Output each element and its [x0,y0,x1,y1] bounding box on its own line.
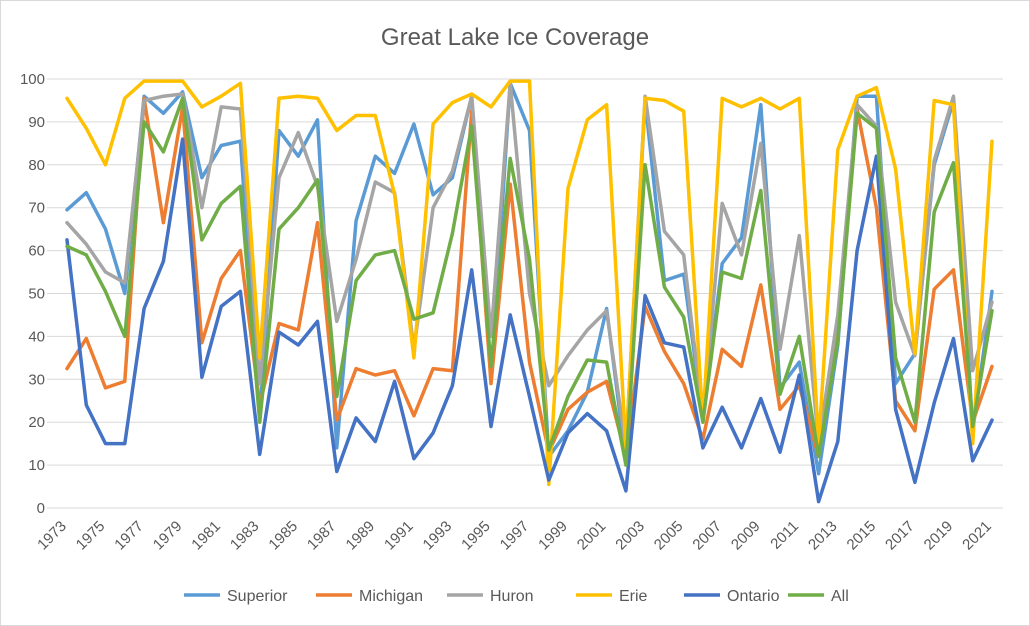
y-tick-label: 80 [28,157,45,174]
x-tick-label: 1973 [34,518,70,554]
y-tick-label: 0 [37,500,45,517]
x-tick-label: 1975 [73,518,109,554]
x-tick-label: 1985 [265,518,301,554]
series-line-huron [65,81,994,450]
x-tick-label: 2021 [959,518,995,554]
y-tick-label: 100 [20,71,45,88]
x-tick-label: 2003 [612,518,648,554]
legend: Superior Michigan Huron Erie Ontario All [184,588,849,605]
x-tick-label: 1983 [227,518,263,554]
series-line-ontario [65,137,994,504]
x-tick-label: 2013 [805,518,841,554]
x-tick-label: 1977 [111,518,147,554]
x-tick-label: 2011 [767,518,802,553]
legend-label-ontario: Ontario [727,588,780,605]
legend-label-superior: Superior [227,588,288,605]
y-tick-label: 60 [28,243,45,260]
x-tick-label: 1995 [458,518,494,554]
y-tick-label: 20 [28,414,45,431]
x-tick-label: 1991 [381,518,417,554]
y-tick-label: 30 [28,371,45,388]
y-tick-label: 70 [28,200,45,217]
x-tick-label: 1999 [535,518,571,554]
x-tick-label: 1993 [420,518,456,554]
series-line-all [65,96,994,467]
x-tick-label: 2007 [689,518,725,554]
x-tick-label: 1989 [343,518,379,554]
series-lines [65,79,994,504]
legend-label-erie: Erie [619,588,648,605]
chart-title: Great Lake Ice Coverage [381,24,649,51]
y-tick-label: 90 [28,114,45,131]
legend-label-michigan: Michigan [359,588,423,605]
x-tick-label: 2005 [651,518,687,554]
x-tick-label: 2019 [921,518,957,554]
x-tick-label: 1981 [188,518,224,554]
legend-label-all: All [831,588,849,605]
y-tick-label: 50 [28,286,45,303]
x-tick-label: 2017 [882,518,918,554]
x-tick-label: 2001 [574,518,610,554]
y-tick-label: 10 [28,457,45,474]
y-tick-label: 40 [28,328,45,345]
x-axis-ticks: 1973 1975 1977 1979 1981 1983 1985 1987 1989 1991… [34,518,995,554]
series-line-erie [65,79,994,487]
y-axis-ticks: 0 10 20 30 40 50 60 70 80 90 100 [20,71,45,517]
x-tick-label: 1987 [304,518,340,554]
legend-label-huron: Huron [490,588,534,605]
x-tick-label: 1997 [497,518,533,554]
x-tick-label: 2009 [728,518,764,554]
x-tick-label: 1979 [150,518,186,554]
x-tick-label: 2015 [844,518,880,554]
